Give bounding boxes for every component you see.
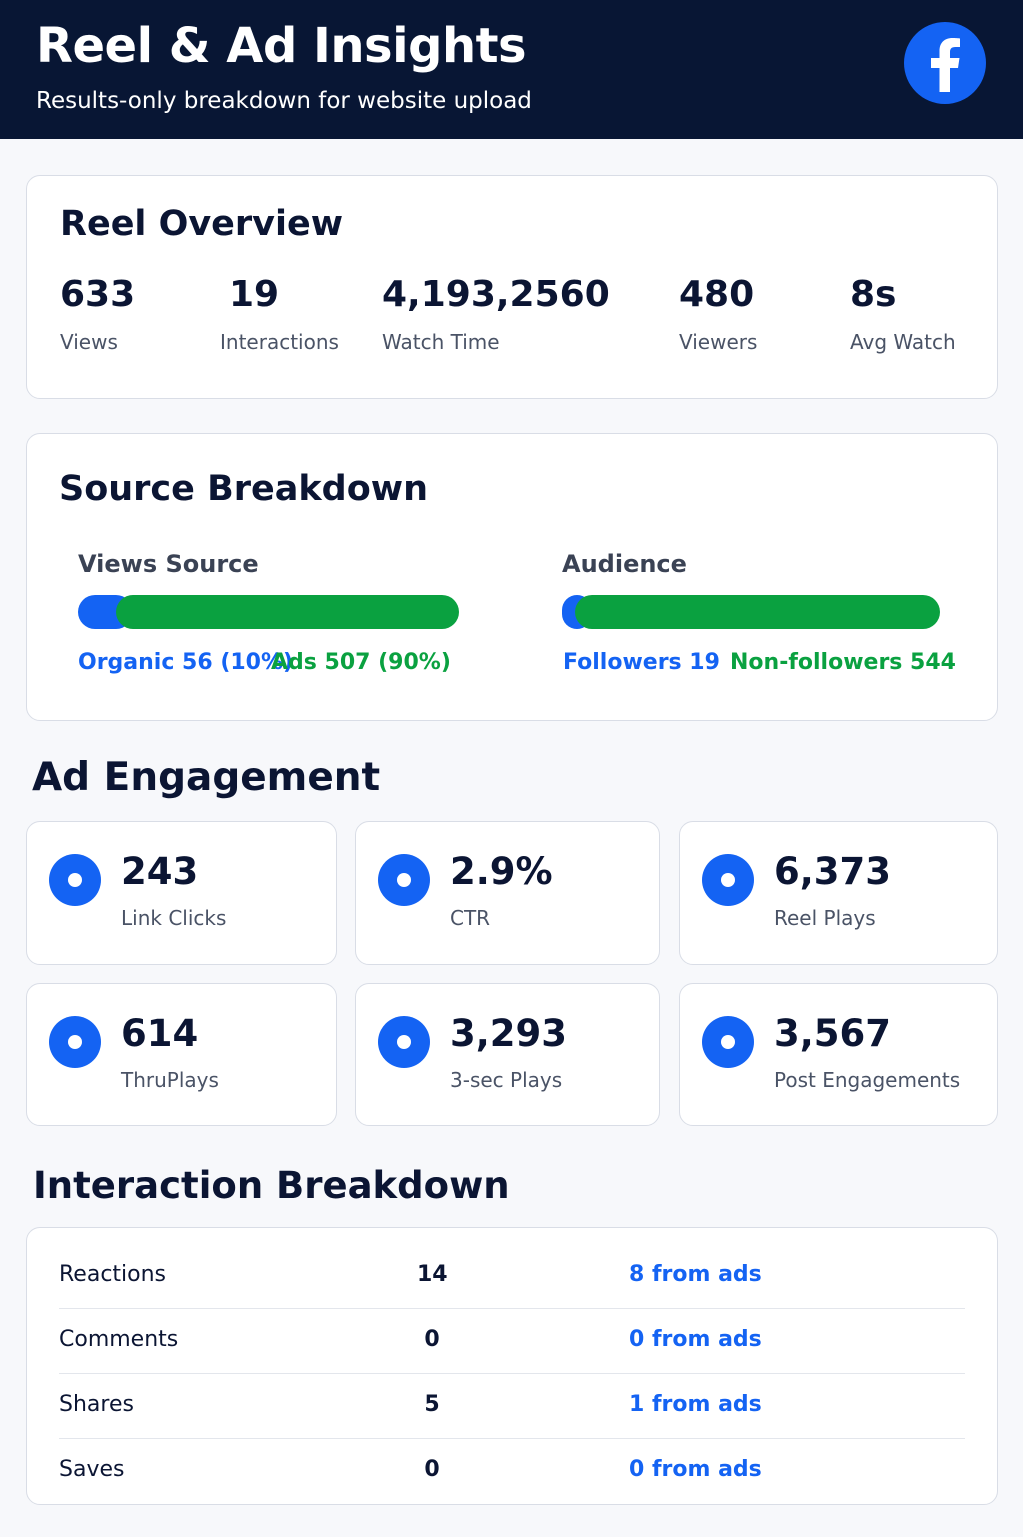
kpi-value: 2.9%: [450, 850, 553, 893]
kpi-card-post-engagements: 3,567 Post Engagements: [679, 983, 998, 1126]
row-ads-count: 1 from ads: [629, 1392, 762, 1417]
source-breakdown-title: Source Breakdown: [59, 469, 429, 509]
dot-icon: [378, 854, 430, 906]
views-label: Views: [60, 330, 118, 354]
kpi-label: Post Engagements: [774, 1068, 961, 1092]
views-value: 633: [60, 274, 136, 315]
row-count: 14: [417, 1262, 448, 1287]
dot-icon: [702, 1016, 754, 1068]
kpi-label: 3-sec Plays: [450, 1068, 563, 1092]
watch-time-label: Watch Time: [382, 330, 500, 354]
kpi-label: ThruPlays: [121, 1068, 219, 1092]
reel-overview-title: Reel Overview: [60, 204, 344, 244]
audience-followers-legend: Followers 19: [563, 650, 720, 675]
row-name: Comments: [59, 1327, 179, 1352]
kpi-card-3sec-plays: 3,293 3-sec Plays: [355, 983, 660, 1126]
dot-icon: [378, 1016, 430, 1068]
kpi-value: 6,373: [774, 850, 892, 893]
row-count: 0: [424, 1457, 440, 1482]
views-source-label: Views Source: [78, 550, 259, 578]
row-count: 5: [424, 1392, 440, 1417]
row-ads-count: 0 from ads: [629, 1457, 762, 1482]
table-row: Comments 0 0 from ads: [59, 1309, 965, 1374]
kpi-card-ctr: 2.9% CTR: [355, 821, 660, 965]
views-organic-legend: Organic 56 (10%): [78, 650, 294, 675]
views-ads-segment: [116, 595, 459, 629]
reel-overview-card: Reel Overview 633 Views 19 Interactions …: [26, 175, 998, 399]
interactions-label: Interactions: [220, 330, 339, 354]
table-row: Saves 0 0 from ads: [59, 1439, 965, 1504]
interaction-breakdown-title: Interaction Breakdown: [33, 1164, 510, 1207]
views-ads-legend: Ads 507 (90%): [271, 650, 451, 675]
kpi-value: 614: [121, 1012, 199, 1055]
viewers-value: 480: [679, 274, 755, 315]
dot-icon: [702, 854, 754, 906]
audience-bar: [562, 595, 940, 629]
kpi-label: Reel Plays: [774, 906, 876, 930]
source-breakdown-card: Source Breakdown Views Source Organic 56…: [26, 433, 998, 721]
table-row: Shares 5 1 from ads: [59, 1374, 965, 1439]
page-title: Reel & Ad Insights: [36, 18, 527, 74]
kpi-value: 3,293: [450, 1012, 568, 1055]
kpi-card-reel-plays: 6,373 Reel Plays: [679, 821, 998, 965]
row-ads-count: 0 from ads: [629, 1327, 762, 1352]
audience-nonfollowers-segment: [575, 595, 940, 629]
kpi-value: 243: [121, 850, 199, 893]
viewers-label: Viewers: [679, 330, 758, 354]
kpi-label: CTR: [450, 906, 491, 930]
avg-watch-label: Avg Watch: [850, 330, 956, 354]
dot-icon: [49, 1016, 101, 1068]
audience-label: Audience: [562, 550, 687, 578]
watch-time-value: 4,193,2560: [382, 274, 610, 315]
header-bar: Reel & Ad Insights Results-only breakdow…: [0, 0, 1023, 139]
row-ads-count: 8 from ads: [629, 1262, 762, 1287]
kpi-card-thruplays: 614 ThruPlays: [26, 983, 337, 1126]
kpi-label: Link Clicks: [121, 906, 227, 930]
kpi-card-link-clicks: 243 Link Clicks: [26, 821, 337, 965]
views-source-bar: [78, 595, 459, 629]
row-name: Shares: [59, 1392, 134, 1417]
interactions-value: 19: [229, 274, 280, 315]
ad-engagement-title: Ad Engagement: [32, 755, 381, 800]
row-name: Saves: [59, 1457, 125, 1482]
audience-nonfollowers-legend: Non-followers 544: [730, 650, 956, 675]
dot-icon: [49, 854, 101, 906]
facebook-logo-icon[interactable]: [904, 22, 986, 104]
row-count: 0: [424, 1327, 440, 1352]
page-subtitle: Results-only breakdown for website uploa…: [36, 88, 532, 114]
row-name: Reactions: [59, 1262, 167, 1287]
avg-watch-value: 8s: [850, 274, 897, 315]
kpi-value: 3,567: [774, 1012, 892, 1055]
table-row: Reactions 14 8 from ads: [59, 1244, 965, 1309]
interaction-breakdown-table: Reactions 14 8 from ads Comments 0 0 fro…: [26, 1227, 998, 1505]
